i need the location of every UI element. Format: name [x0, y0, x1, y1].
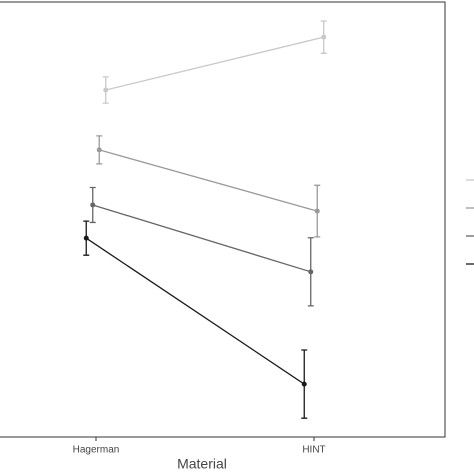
- plot-panel: [0, 1, 446, 438]
- x-tick-label: HINT: [302, 445, 325, 456]
- x-axis-title: Material: [177, 456, 227, 472]
- point: [90, 202, 96, 208]
- series-line: [92, 204, 311, 273]
- x-tick-label: Hagerman: [73, 445, 120, 456]
- point: [321, 34, 327, 40]
- point: [103, 87, 109, 93]
- point: [83, 235, 89, 241]
- series-line: [105, 36, 324, 91]
- point: [308, 269, 314, 275]
- point: [96, 147, 102, 153]
- point: [301, 381, 307, 387]
- series-line: [99, 149, 318, 212]
- point: [314, 208, 320, 214]
- series-line: [85, 237, 305, 385]
